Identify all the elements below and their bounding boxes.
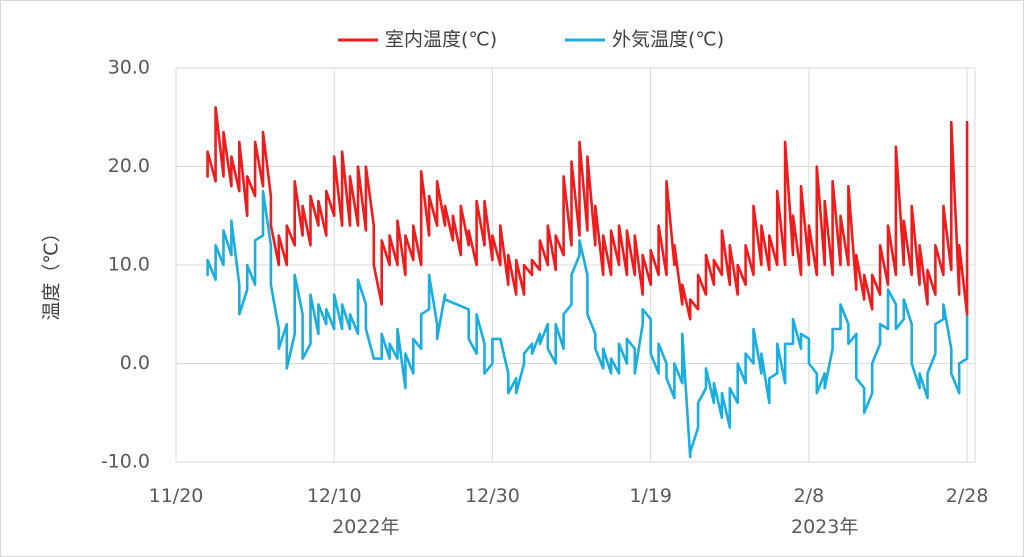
- x-tick-label: 1/19: [629, 485, 672, 507]
- series-line: [206, 189, 969, 459]
- y-tick-label: 0.0: [120, 352, 150, 374]
- y-tick-label: 30.0: [108, 57, 150, 79]
- y-tick-label: -10.0: [101, 451, 150, 473]
- x-tick-label: 12/10: [307, 485, 362, 507]
- series-layer: [206, 106, 969, 459]
- x-tick-label: 11/20: [149, 485, 204, 507]
- series-indoor: [206, 106, 969, 321]
- y-axis-label: 温度（℃）: [41, 223, 63, 320]
- legend-item: 室内温度(℃): [338, 29, 497, 51]
- year-labels: 2022年 2023年: [332, 516, 858, 538]
- x-tick-label: 2/28: [946, 485, 989, 507]
- legend-label: 室内温度(℃): [385, 29, 497, 51]
- legend: 室内温度(℃) 外気温度(℃): [338, 29, 724, 51]
- series-outdoor: [206, 189, 969, 459]
- x-tick-labels: 11/20 12/10 12/30 1/19 2/8 2/28: [149, 485, 989, 507]
- year-label: 2023年: [791, 516, 858, 538]
- y-tick-label: 20.0: [108, 155, 150, 177]
- y-tick-labels: 30.0 20.0 10.0 0.0 -10.0: [101, 57, 150, 473]
- legend-item: 外気温度(℃): [565, 29, 724, 51]
- x-tick-label: 12/30: [465, 485, 520, 507]
- x-tick-label: 2/8: [794, 485, 825, 507]
- legend-label: 外気温度(℃): [612, 29, 724, 51]
- year-label: 2022年: [332, 516, 399, 538]
- series-line: [206, 106, 969, 321]
- y-tick-label: 10.0: [108, 254, 150, 276]
